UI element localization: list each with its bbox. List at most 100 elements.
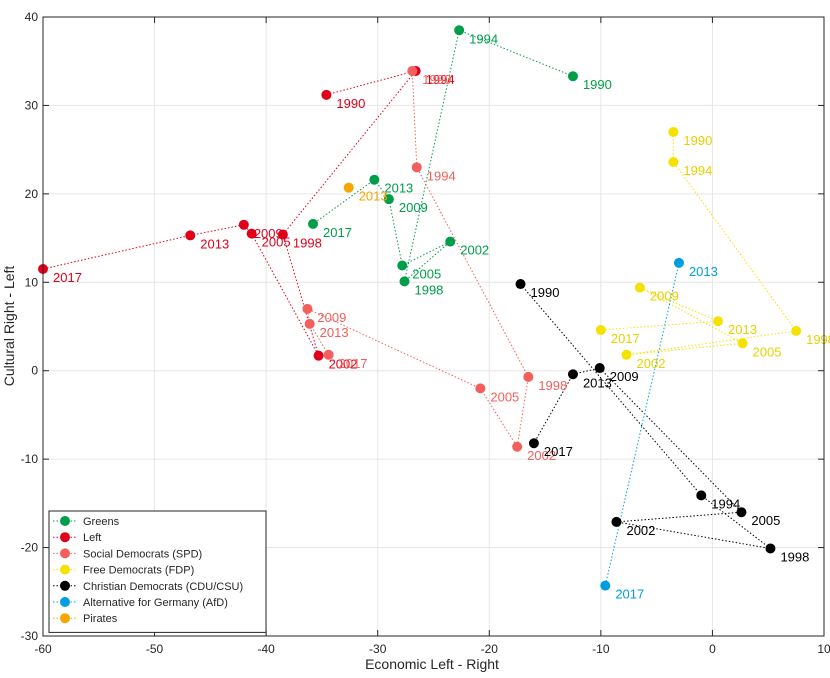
point-label-free-democrats-fdp-1998: 1998	[806, 332, 830, 347]
legend-marker-pirates	[60, 613, 70, 624]
point-greens-2005	[397, 260, 408, 271]
legend-label-social-democrats-spd: Social Democrats (SPD)	[83, 548, 202, 560]
x-tick-label: -10	[592, 642, 610, 656]
point-label-free-democrats-fdp-2013: 2013	[728, 322, 757, 337]
connector-free-democrats-fdp	[600, 132, 797, 356]
point-alternative-for-germany-afd-2017	[600, 580, 611, 591]
point-christian-democrats-cdu-csu-2002	[611, 516, 622, 527]
point-label-christian-democrats-cdu-csu-1998: 1998	[780, 549, 809, 564]
point-left-2005	[246, 228, 257, 239]
point-label-left-1990: 1990	[336, 96, 365, 111]
point-social-democrats-spd-2017	[323, 349, 334, 360]
point-label-social-democrats-spd-1990: 1990	[422, 72, 451, 87]
point-labels: 1990199419982002200520092013201719901994…	[53, 31, 830, 601]
point-social-democrats-spd-2005	[475, 383, 486, 394]
y-tick-label: 10	[25, 275, 39, 289]
y-tick-label: 20	[25, 187, 39, 201]
point-label-social-democrats-spd-2005: 2005	[490, 389, 519, 404]
legend-label-free-democrats-fdp: Free Democrats (FDP)	[83, 565, 194, 577]
point-label-alternative-for-germany-afd-2013: 2013	[689, 264, 718, 279]
grid-lines	[43, 17, 824, 636]
point-label-greens-1998: 1998	[414, 282, 443, 297]
point-pirates-2013	[343, 182, 354, 193]
legend-marker-left	[60, 532, 70, 543]
axes: -60 -50 -40 -30 -20 -10 0 10 -30 -20 -10 0 10 20 30 40	[21, 10, 830, 656]
point-free-democrats-fdp-1998	[791, 325, 802, 336]
point-left-2002	[313, 350, 324, 361]
legend-label-greens: Greens	[83, 516, 120, 528]
connector-alternative-for-germany-afd	[604, 262, 680, 586]
point-free-democrats-fdp-2005	[737, 338, 748, 349]
legend-marker-alternative-for-germany-afd	[60, 597, 70, 607]
point-label-social-democrats-spd-2017: 2017	[339, 356, 368, 371]
point-social-democrats-spd-1990	[407, 65, 418, 76]
point-free-democrats-fdp-1990	[668, 126, 679, 137]
legend-label-christian-democrats-cdu-csu: Christian Democrats (CDU/CSU)	[83, 581, 243, 593]
plot-frame	[42, 16, 825, 637]
point-greens-2013	[369, 174, 380, 185]
connector-left	[42, 70, 417, 356]
x-axis-title: Economic Left - Right	[365, 656, 499, 672]
point-christian-democrats-cdu-csu-1998	[765, 543, 776, 554]
point-christian-democrats-cdu-csu-2017	[528, 438, 539, 449]
y-tick-label: -30	[21, 629, 39, 643]
point-greens-1990	[567, 71, 578, 82]
point-label-christian-democrats-cdu-csu-2013: 2013	[583, 375, 612, 390]
point-christian-democrats-cdu-csu-1990	[515, 279, 526, 290]
point-label-free-democrats-fdp-2002: 2002	[637, 356, 666, 371]
legend-marker-social-democrats-spd	[60, 548, 70, 559]
y-tick-label: 30	[25, 98, 39, 112]
point-label-free-democrats-fdp-2005: 2005	[753, 344, 782, 359]
point-christian-democrats-cdu-csu-2005	[736, 507, 747, 518]
point-label-christian-democrats-cdu-csu-1994: 1994	[711, 496, 740, 511]
point-label-social-democrats-spd-1998: 1998	[538, 378, 567, 393]
point-greens-2002	[445, 236, 456, 247]
point-left-2009	[238, 219, 249, 230]
legend-marker-greens	[60, 516, 70, 526]
x-tick-label: 0	[709, 642, 716, 656]
point-free-democrats-fdp-2013	[713, 316, 724, 327]
y-axis-title: Cultural Right - Left	[1, 266, 17, 387]
point-label-left-2002: 2002	[329, 357, 358, 372]
point-label-social-democrats-spd-2013: 2013	[320, 325, 349, 340]
point-label-greens-2009: 2009	[399, 200, 428, 215]
point-free-democrats-fdp-1994	[668, 157, 679, 168]
point-label-greens-2002: 2002	[460, 243, 489, 258]
point-greens-1998	[399, 276, 410, 287]
point-label-greens-2005: 2005	[412, 266, 441, 281]
point-greens-2009	[383, 194, 394, 205]
point-greens-1994	[454, 25, 465, 36]
point-label-left-1994: 1994	[426, 72, 455, 87]
point-label-social-democrats-spd-1994: 1994	[427, 168, 456, 183]
point-christian-democrats-cdu-csu-1994	[696, 490, 707, 501]
x-tick-label: -60	[34, 642, 52, 656]
point-label-christian-democrats-cdu-csu-2017: 2017	[544, 444, 573, 459]
point-social-democrats-spd-1998	[523, 371, 534, 382]
point-alternative-for-germany-afd-2013	[673, 257, 684, 268]
x-tick-label: 10	[817, 642, 830, 656]
point-label-left-2009: 2009	[254, 226, 283, 241]
point-left-1990	[321, 89, 332, 100]
point-label-christian-democrats-cdu-csu-2005: 2005	[751, 513, 780, 528]
point-social-democrats-spd-2002	[512, 441, 523, 452]
point-label-left-1998: 1998	[293, 236, 322, 251]
x-tick-label: -30	[369, 642, 387, 656]
point-label-social-democrats-spd-2002: 2002	[527, 448, 556, 463]
y-tick-label: -10	[21, 452, 39, 466]
point-social-democrats-spd-1994	[411, 162, 422, 173]
point-label-free-democrats-fdp-2009: 2009	[650, 289, 679, 304]
point-social-democrats-spd-2013	[304, 318, 315, 329]
point-label-left-2017: 2017	[53, 270, 82, 285]
legend-label-pirates: Pirates	[83, 613, 118, 625]
point-label-left-2005: 2005	[262, 235, 291, 250]
x-tick-label: -50	[146, 642, 164, 656]
point-free-democrats-fdp-2017	[595, 325, 606, 336]
point-label-greens-2013: 2013	[384, 181, 413, 196]
point-free-democrats-fdp-2002	[621, 349, 632, 360]
x-tick-label: -20	[481, 642, 499, 656]
point-left-2013	[185, 230, 196, 241]
point-left-1998	[277, 229, 288, 240]
point-label-christian-democrats-cdu-csu-2009: 2009	[610, 369, 639, 384]
point-label-alternative-for-germany-afd-2017: 2017	[615, 587, 644, 602]
